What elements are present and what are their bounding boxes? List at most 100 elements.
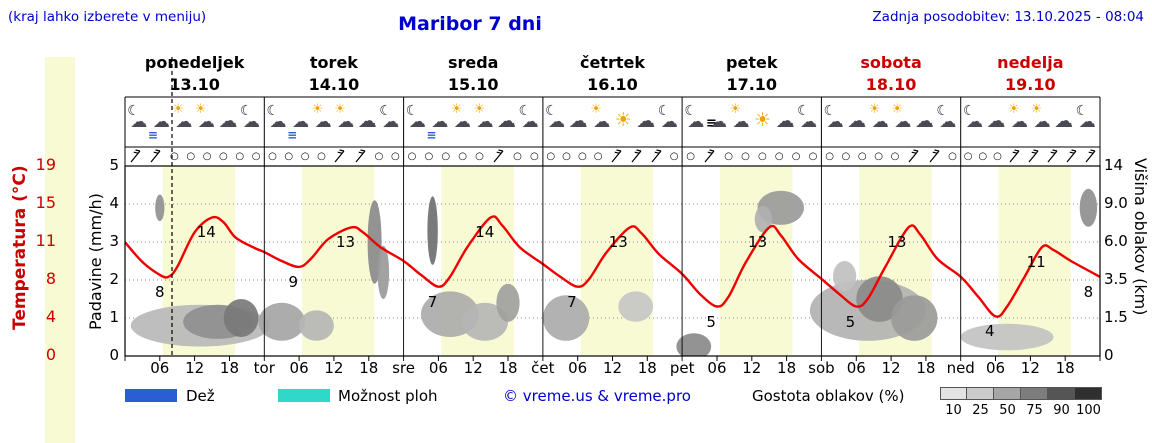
hour-label: 18 <box>777 359 797 377</box>
left-accent-strip <box>45 57 75 443</box>
cloud-height-tick: 14 <box>1104 156 1124 174</box>
calm-wind-icon: ○ <box>317 150 326 162</box>
sun-glyph: ☀ <box>450 101 463 117</box>
day-header-sobota: sobota 18.10 <box>821 52 960 94</box>
day-header-torek: torek 14.10 <box>264 52 403 94</box>
calm-wind-icon: ○ <box>577 150 587 162</box>
sun-cloud-icon: ☀ ☁ <box>869 103 891 143</box>
rain-legend-swatch <box>125 389 177 402</box>
sun-glyph: ☀ <box>194 101 207 117</box>
moon-glyph: ☾ <box>240 102 253 119</box>
moon-cloud-icon: ☾ ☁ <box>658 103 680 143</box>
hour-label: 12 <box>881 359 901 377</box>
credit-link[interactable]: © vreme.us & vreme.pro <box>503 387 691 405</box>
wind-barb-icon <box>1065 149 1078 164</box>
day-date: 16.10 <box>587 74 638 94</box>
wind-barb-icon <box>1084 149 1097 164</box>
temperature-value-label: 7 <box>427 292 438 311</box>
moon-cloud-icon: ☾ ☁ <box>824 103 846 143</box>
sun-cloud-icon: ☀ ☁ <box>172 103 194 143</box>
cloudBig-glyph: ☁ <box>847 109 867 132</box>
temperature-value-label: 13 <box>608 233 628 252</box>
last-update-timestamp: Zadnja posodobitev: 13.10.2025 - 08:04 <box>872 9 1144 25</box>
sun-glyph: ☀ <box>334 101 346 117</box>
moon-glyph: ☾ <box>266 102 280 119</box>
sunBig-glyph: ☀ <box>754 108 772 131</box>
hour-label: 12 <box>463 359 483 377</box>
sun-cloud-icon: ☀ ☁ <box>1031 103 1053 143</box>
hour-label: 06 <box>150 359 170 377</box>
sun-cloud-icon: ☀ ☁ <box>334 103 356 143</box>
hour-label: 06 <box>428 359 448 377</box>
day-abbr-label: tor <box>253 359 275 377</box>
calm-wind-icon: ○ <box>530 150 539 162</box>
calm-wind-icon: ○ <box>757 150 767 162</box>
cloud-density-legend-label: Gostota oblakov (%) <box>752 387 905 405</box>
cloud-glyph: ☁ <box>826 111 844 132</box>
cloud-glyph: ☁ <box>1011 111 1029 132</box>
cloudBig-glyph: ☁ <box>218 109 238 132</box>
calm-wind-icon: ○ <box>391 150 400 162</box>
day-name: nedelja <box>997 53 1064 72</box>
wind-symbols-petek: ○ ○ ○ ○ ○ ○ ○ <box>682 147 821 166</box>
rain-cloud-icon: ≡ ☁ <box>148 103 172 143</box>
calm-wind-icon: ○ <box>669 150 679 162</box>
sun-glyph: ☀ <box>729 101 742 117</box>
temperature-tick: 0 <box>45 345 56 364</box>
day-header-petek: petek 17.10 <box>682 52 821 94</box>
density-swatch-90 <box>1048 387 1075 400</box>
cloud-icon: ☁ <box>568 103 590 143</box>
weather-icons-sobota: ☾ ☁ ☁ ☀ ☁ ☀ ☁ ☁ ☾ ☁ <box>821 98 960 147</box>
density-tick-label: 90 <box>1053 403 1070 418</box>
cloudBig-glyph: ☁ <box>497 109 517 132</box>
cloud-glyph: ☁ <box>871 111 889 132</box>
moon-cloud-icon: ☾ ☁ <box>379 103 401 143</box>
day-date: 18.10 <box>865 74 917 94</box>
precipitation-tick: 5 <box>109 156 119 174</box>
sun-cloud-icon: ☀ ☁ <box>451 103 473 143</box>
wind-symbol-row: ○ ○ ○ ○ ○ ○ ○ ○ ○ ○ ○ ○ ○ ○ ○ ○ ○ ○ ○ ○ ○ ○ ○ ○ ○ ○ ○ ○ ○ ○ ○ ○ ○ ○ ○ ○ ○ ○ ○ ○ <box>125 147 1100 166</box>
sun-glyph: ☀ <box>868 101 881 117</box>
day-header-sreda: sreda 15.10 <box>404 52 543 94</box>
cloud-glyph: ☁ <box>709 111 727 132</box>
hour-label: 18 <box>916 359 936 377</box>
temperature-value-label: 13 <box>748 233 768 252</box>
calm-wind-icon: ○ <box>219 150 228 162</box>
wind-barb-icon <box>907 149 920 164</box>
calm-wind-icon: ○ <box>202 150 212 162</box>
calm-wind-icon: ○ <box>825 150 834 162</box>
cloud-icon: ☁ <box>846 103 868 143</box>
moon-glyph: ☾ <box>657 102 671 119</box>
calm-wind-icon: ○ <box>300 150 310 162</box>
temperature-tick: 11 <box>35 231 56 250</box>
cloud-glyph: ☁ <box>431 111 449 132</box>
weather-icons-četrtek: ☾ ☁ ☁ ☀ ☁ ☀ ☁ ☾ ☁ <box>543 98 682 147</box>
hour-label: 18 <box>219 359 239 377</box>
moon-glyph: ☾ <box>684 102 697 119</box>
temperature-value-label: 13 <box>335 233 356 252</box>
cloud-icon: ☁ <box>357 103 379 143</box>
calm-wind-icon: ○ <box>374 150 384 162</box>
density-tick-label: 50 <box>999 403 1016 418</box>
hour-label: 12 <box>1020 359 1040 377</box>
rain-glyph: ≡ <box>287 127 298 142</box>
day-abbr-label: čet <box>531 359 555 377</box>
sun-cloud-icon: ☀ ☁ <box>312 103 334 143</box>
density-tick-label: 100 <box>1076 403 1101 418</box>
cloud-glyph: ☁ <box>152 111 170 132</box>
wind-barb-icon <box>149 149 162 164</box>
cloud-glyph: ☁ <box>292 111 310 132</box>
density-tick-label: 25 <box>972 403 989 418</box>
density-swatch-10 <box>940 387 967 400</box>
day-name: ponedeljek <box>144 53 245 72</box>
cloud-icon: ☁ <box>986 103 1008 143</box>
precipitation-tick: 1 <box>109 308 119 326</box>
cloud-height-tick: 0 <box>1104 346 1114 364</box>
density-swatch-25 <box>967 387 994 400</box>
hour-label: 06 <box>846 359 866 377</box>
calm-wind-icon: ○ <box>963 150 973 162</box>
cloud-height-tick: 6.0 <box>1104 232 1128 250</box>
sun-cloud-icon: ☀ ☁ <box>891 103 913 143</box>
moon-cloud-icon: ☾ ☁ <box>1076 103 1098 143</box>
cloud-glyph: ☁ <box>476 111 494 132</box>
